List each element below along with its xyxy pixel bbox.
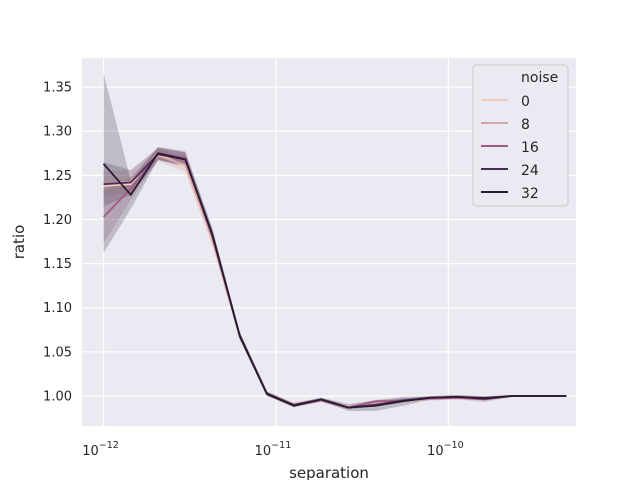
x-tick-exponent: −10 bbox=[444, 440, 464, 451]
legend: noise 0 8 16 24 32 bbox=[472, 64, 569, 207]
x-tick-base: 10 bbox=[427, 444, 444, 459]
x-tick-label: 10−10 bbox=[427, 440, 464, 459]
x-tick-labels: 10−12 10−11 10−10 bbox=[82, 440, 463, 459]
y-axis-label: ratio bbox=[10, 225, 28, 260]
x-tick-base: 10 bbox=[255, 444, 272, 459]
y-tick-label: 1.35 bbox=[43, 81, 72, 96]
y-tick-label: 1.10 bbox=[43, 301, 72, 316]
legend-label-noise-16: 16 bbox=[521, 140, 539, 156]
y-tick-label: 1.20 bbox=[43, 213, 72, 228]
y-tick-label: 1.15 bbox=[43, 257, 72, 272]
y-tick-label: 1.25 bbox=[43, 169, 72, 184]
legend-label-noise-0: 0 bbox=[521, 94, 530, 110]
legend-label-noise-24: 24 bbox=[521, 163, 539, 179]
x-tick-label: 10−11 bbox=[255, 440, 292, 459]
x-tick-exponent: −12 bbox=[99, 440, 119, 451]
series-line-noise-32 bbox=[102, 152, 567, 409]
y-tick-labels: 1.00 1.05 1.10 1.15 1.20 1.25 1.30 1.35 bbox=[43, 81, 72, 405]
x-tick-base: 10 bbox=[82, 444, 99, 459]
y-tick-label: 1.00 bbox=[43, 389, 72, 404]
legend-title: noise bbox=[521, 70, 558, 86]
x-axis-label: separation bbox=[289, 464, 369, 480]
legend-label-noise-8: 8 bbox=[521, 117, 530, 133]
legend-label-noise-32: 32 bbox=[521, 186, 539, 202]
series-lines bbox=[102, 152, 567, 409]
legend-box bbox=[472, 64, 569, 207]
x-tick-exponent: −11 bbox=[271, 440, 291, 451]
y-tick-label: 1.30 bbox=[43, 125, 72, 140]
y-tick-label: 1.05 bbox=[43, 345, 72, 360]
x-tick-label: 10−12 bbox=[82, 440, 119, 459]
